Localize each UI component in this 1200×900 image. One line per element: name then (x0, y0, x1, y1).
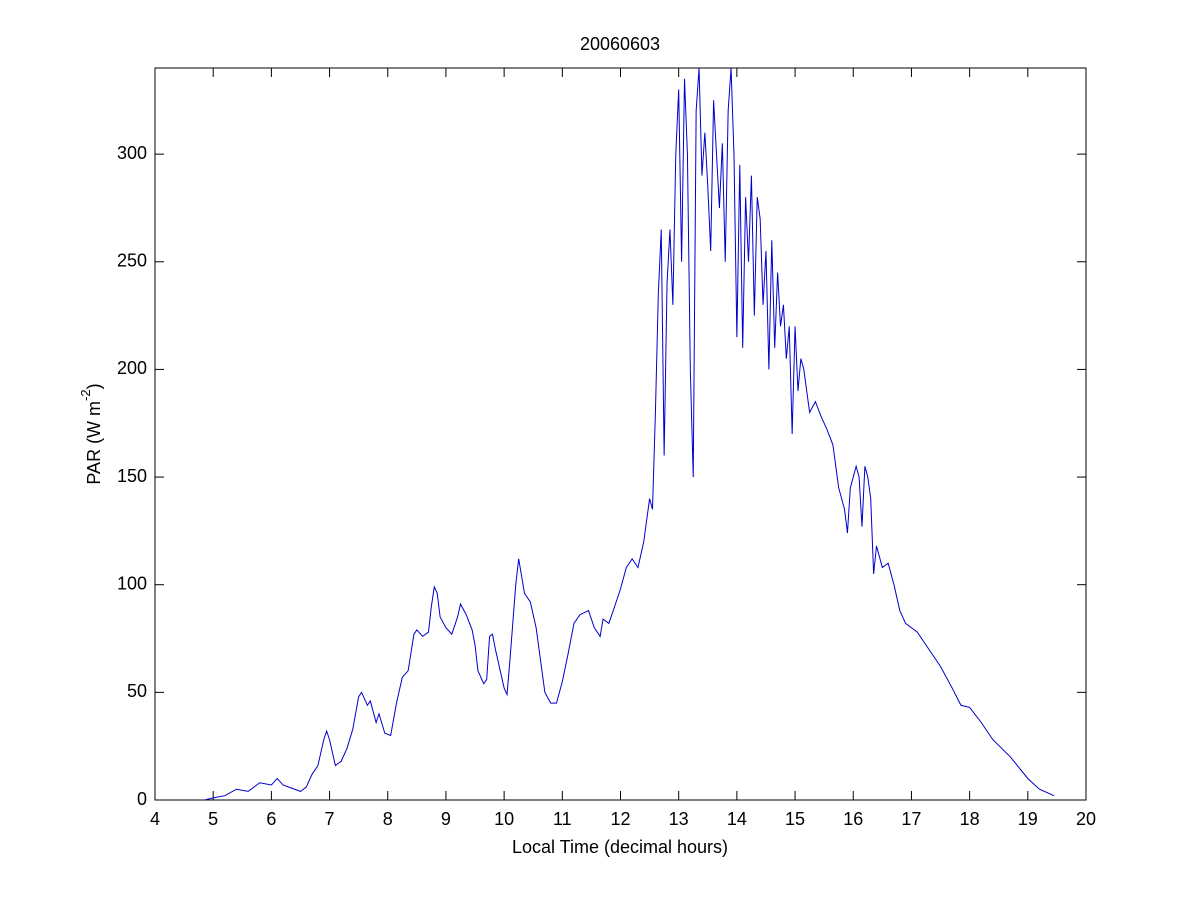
x-tick-label: 18 (960, 809, 980, 829)
y-tick-label: 50 (127, 681, 147, 701)
x-tick-label: 15 (785, 809, 805, 829)
y-label-text: ) (84, 383, 104, 389)
data-line (204, 67, 1055, 801)
x-tick-label: 14 (727, 809, 747, 829)
x-axis-label: Local Time (decimal hours) (512, 837, 728, 857)
y-tick-label: 250 (117, 251, 147, 271)
y-axis-label: PAR (W m-2) (78, 383, 103, 484)
y-label-text: PAR (W m (84, 401, 104, 485)
x-tick-label: 11 (553, 809, 572, 829)
y-tick-label: 150 (117, 466, 147, 486)
x-tick-label: 9 (441, 809, 451, 829)
x-tick-label: 17 (901, 809, 921, 829)
y-tick-label: 0 (137, 789, 147, 809)
x-tick-label: 6 (266, 809, 276, 829)
x-tick-label: 5 (208, 809, 218, 829)
x-tick-label: 10 (494, 809, 514, 829)
x-tick-label: 16 (843, 809, 863, 829)
x-tick-label: 12 (610, 809, 630, 829)
x-tick-label: 4 (150, 809, 160, 829)
x-tick-label: 7 (325, 809, 335, 829)
y-tick-label: 200 (117, 358, 147, 378)
x-tick-label: 8 (383, 809, 393, 829)
chart-title: 20060603 (580, 34, 660, 54)
x-tick-label: 13 (669, 809, 689, 829)
x-tick-label: 20 (1076, 809, 1096, 829)
y-tick-label: 100 (117, 573, 147, 593)
y-tick-label: 300 (117, 143, 147, 163)
x-tick-label: 19 (1018, 809, 1038, 829)
y-label-sup: -2 (78, 389, 93, 401)
